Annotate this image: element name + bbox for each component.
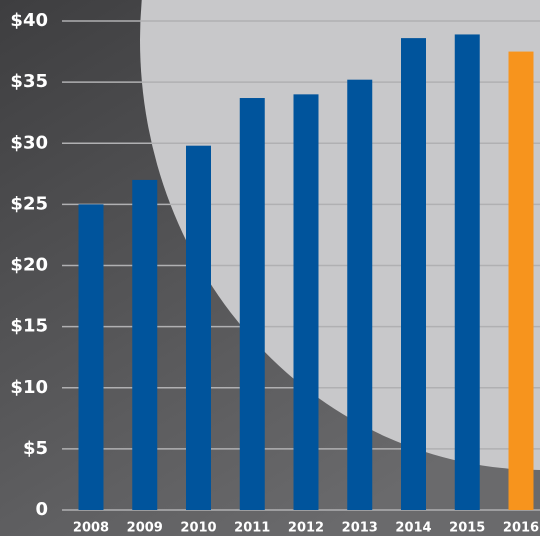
y-tick-label: $25 — [10, 193, 48, 214]
y-tick-label: $35 — [10, 71, 48, 92]
x-tick-label: 2016 — [503, 521, 539, 536]
x-tick-label: 2008 — [73, 521, 109, 536]
y-tick-label: $40 — [10, 10, 48, 31]
bar — [454, 34, 480, 510]
y-tick-label: $5 — [23, 438, 48, 459]
bar — [239, 98, 265, 510]
bar — [186, 145, 211, 510]
bar — [347, 79, 373, 511]
x-tick-label: 2009 — [127, 521, 163, 536]
x-tick-label: 2012 — [288, 521, 324, 536]
y-tick-label: $10 — [10, 377, 48, 398]
bar — [401, 38, 426, 511]
y-tick-label: $30 — [10, 132, 48, 153]
y-tick-label: 0 — [35, 499, 48, 520]
bar — [78, 204, 104, 510]
bar — [508, 51, 534, 510]
x-tick-label: 2011 — [234, 521, 270, 536]
y-tick-label: $15 — [10, 316, 48, 337]
bar — [132, 179, 158, 511]
x-tick-label: 2014 — [395, 521, 431, 536]
bar — [293, 94, 319, 510]
y-tick-label: $20 — [10, 255, 48, 276]
x-tick-label: 2015 — [449, 521, 485, 536]
x-tick-label: 2010 — [180, 521, 216, 536]
x-tick-label: 2013 — [342, 521, 378, 536]
